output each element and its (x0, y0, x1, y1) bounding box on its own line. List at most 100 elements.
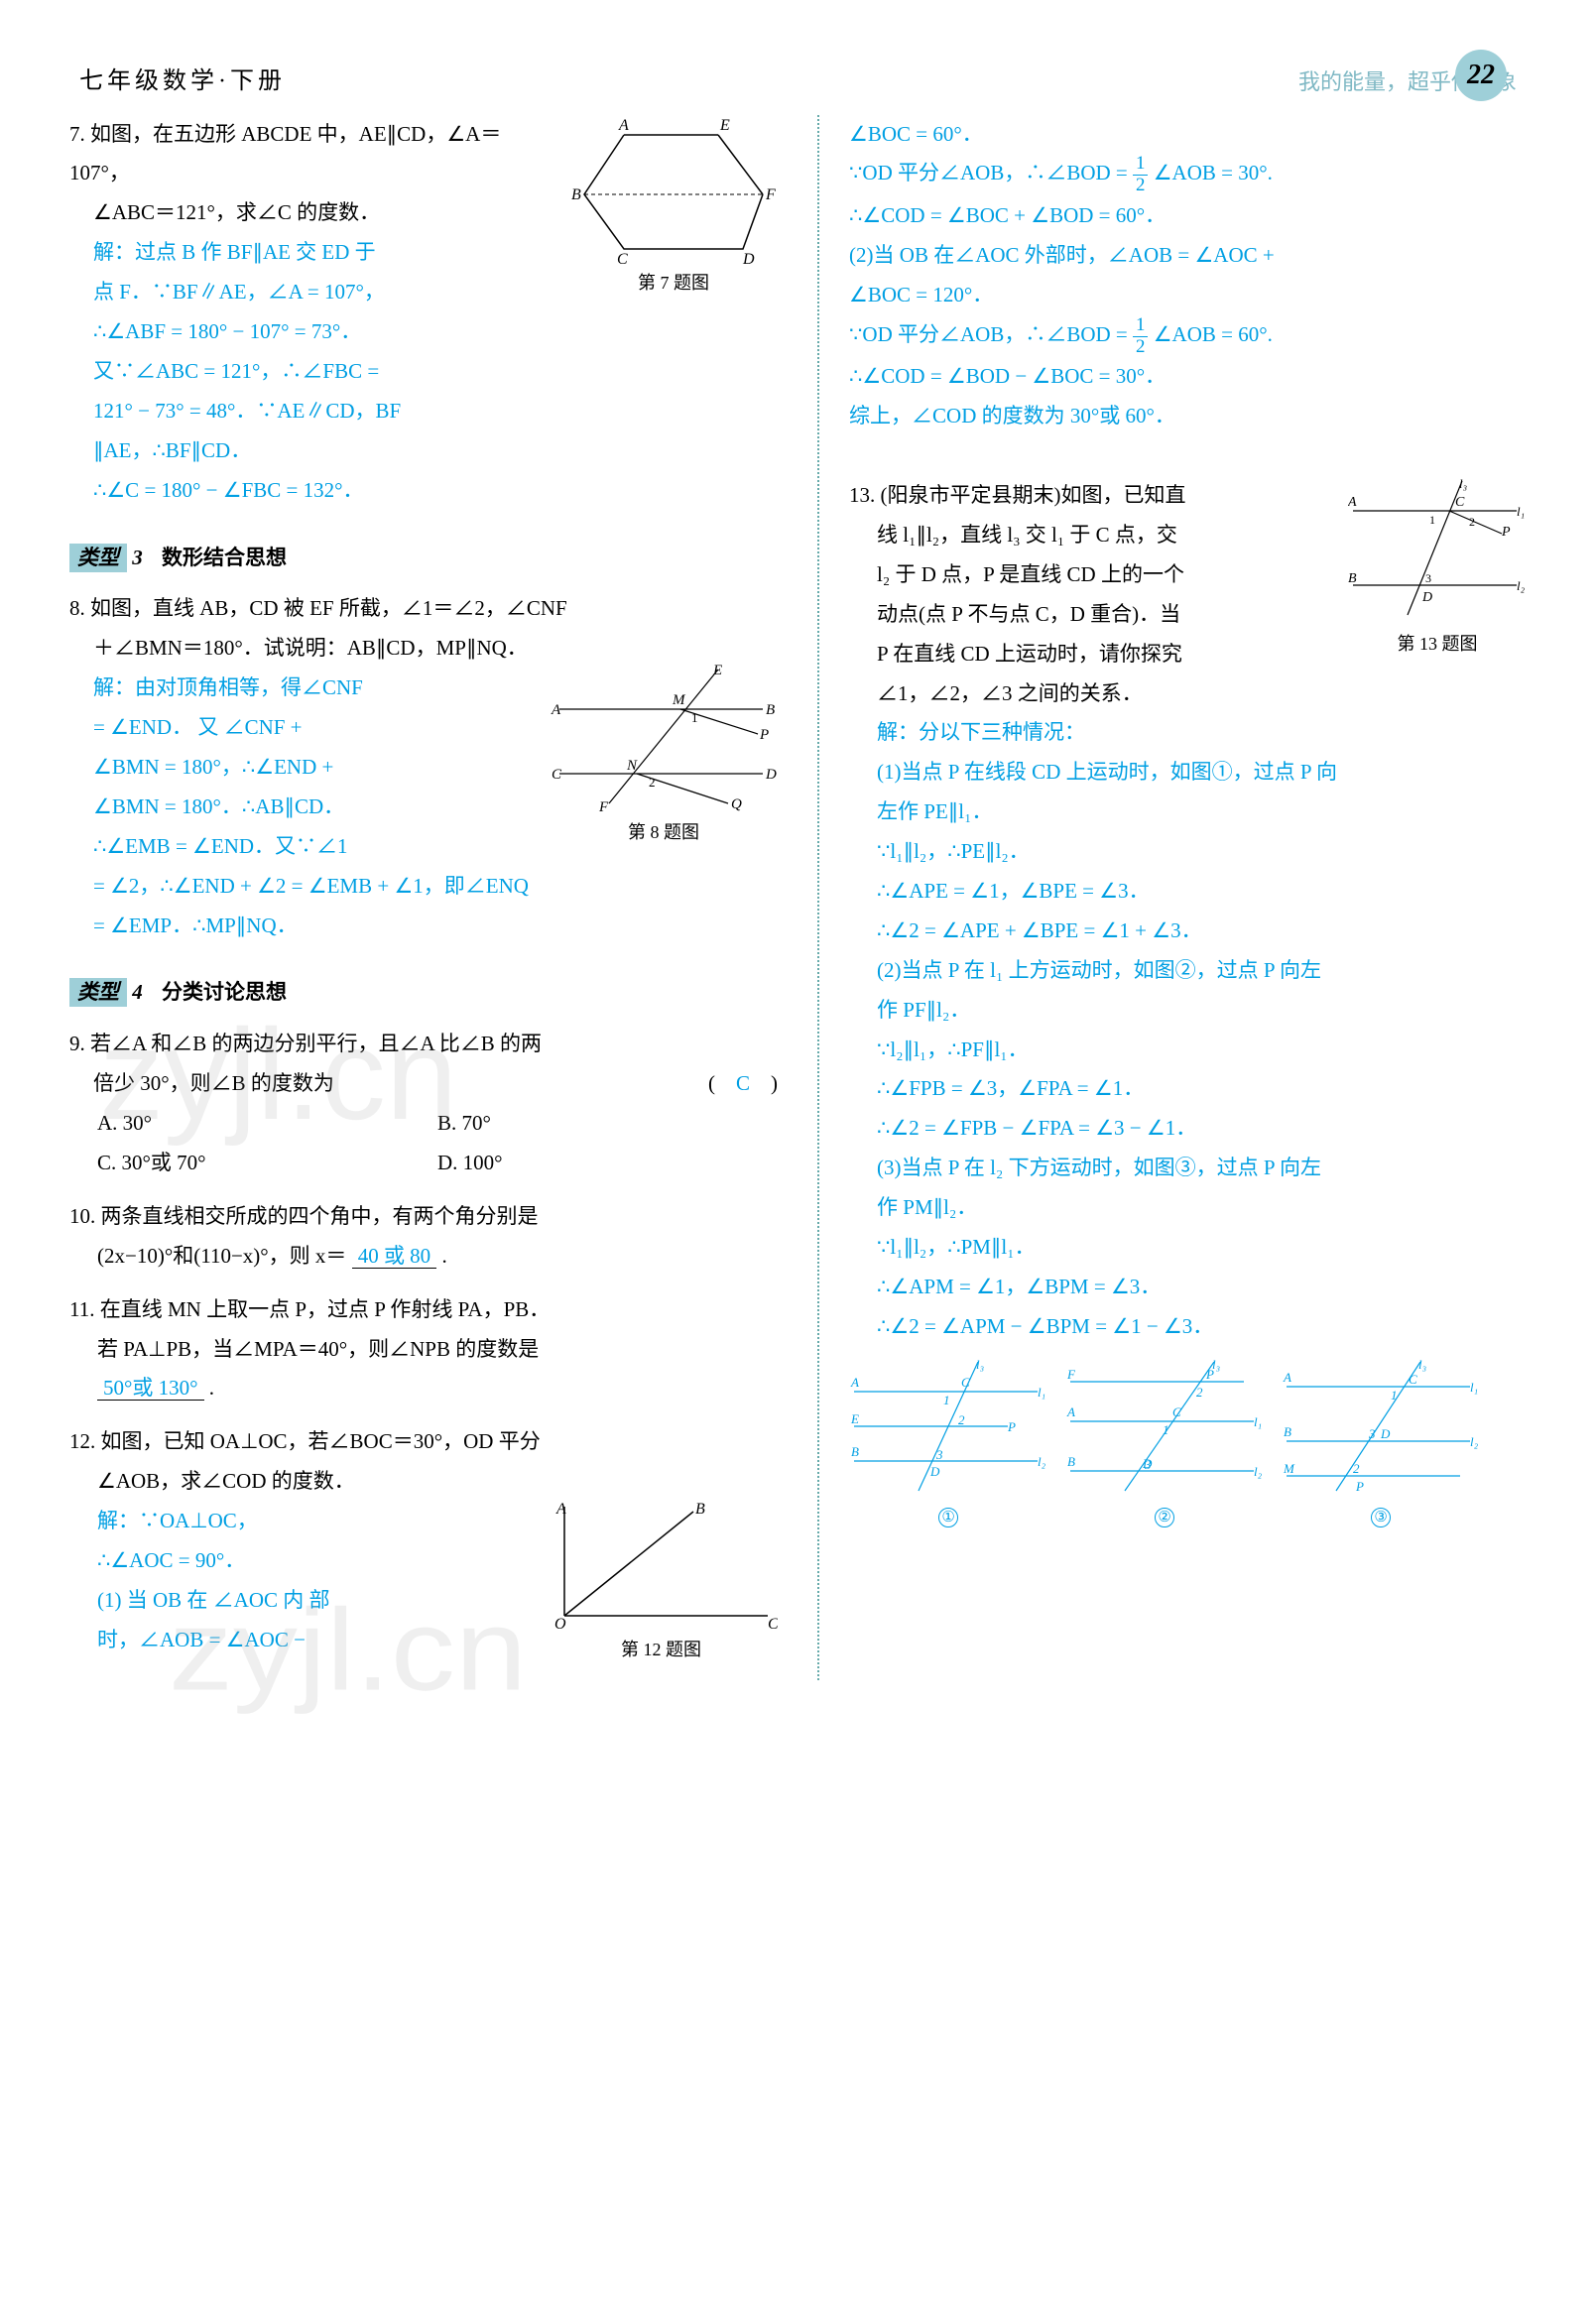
p13-ans-2: 左作 PE∥l₁． (877, 799, 992, 823)
problem-7: A E B F C D 第 7 题图 7. 如图，在五边形 ABCDE 中，AE… (69, 115, 778, 511)
p12-ans-0: 解：∵OA⊥OC， (97, 1509, 258, 1532)
p12-ans-2: (1) 当 OB 在 ∠AOC 内 部 (97, 1588, 330, 1612)
p13-ans-7: 作 PF∥l₂． (877, 998, 970, 1022)
p13-ans-14: ∴∠APM = ∠1，∠BPM = ∠3． (877, 1275, 1161, 1298)
svg-text:A: A (1348, 495, 1357, 510)
figure-12-caption: 第 12 题图 (545, 1633, 778, 1666)
svg-text:E: E (719, 117, 730, 134)
p11-fill: 50°或 130° (97, 1376, 204, 1401)
p7-q2: ∠ABC＝121°，求∠C 的度数． (93, 200, 380, 224)
p13-q4: 动点(点 P 不与点 C，D 重合)．当 (877, 602, 1180, 626)
svg-text:C: C (552, 767, 562, 783)
svg-text:F: F (765, 186, 776, 203)
figure-12: O C A B 第 12 题图 (545, 1502, 778, 1666)
p10-q2pre: (2x−10)°和(110−x)°，则 x＝ (97, 1244, 346, 1268)
p12r-frac1: 12 (1133, 154, 1148, 196)
problem-13: A B C D P l₁ l₂ l₃ 1 2 3 第 13 题图 13. (阳泉… (849, 476, 1527, 1534)
p8-ans-4: ∴∠EMB = ∠END．又∵∠1 (93, 834, 348, 858)
svg-text:A: A (1066, 1404, 1075, 1419)
p12r-6: ∴∠COD = ∠BOD − ∠BOC = 30°． (849, 364, 1166, 388)
p13-diag-2: AB CD FP l₁l₂ l₃ 123 ② (1065, 1357, 1264, 1535)
p12r-0: ∠BOC = 60°． (849, 122, 983, 146)
header-left: 七年级数学·下册 (79, 60, 286, 105)
section-4-num: 4 (132, 980, 143, 1004)
problem-9: 9. 若∠A 和∠B 的两边分别平行，且∠A 比∠B 的两 倍少 30°，则∠B… (69, 1025, 778, 1183)
svg-text:F: F (598, 799, 609, 813)
p7-q1: 如图，在五边形 ABCDE 中，AE∥CD，∠A＝107°， (69, 122, 501, 185)
section-4-tag: 类型 (69, 978, 127, 1007)
p13-ans-12: 作 PM∥l₂． (877, 1195, 977, 1219)
p13-num: 13. (849, 483, 875, 507)
svg-text:B: B (1067, 1454, 1075, 1469)
figure-7-caption: 第 7 题图 (569, 266, 778, 300)
p10-q1: 两条直线相交所成的四个角中，有两个角分别是 (101, 1204, 539, 1228)
svg-text:D: D (765, 767, 777, 783)
p9-opt-a: A. 30° (97, 1104, 437, 1144)
svg-text:C: C (1409, 1372, 1417, 1387)
section-4-header: 类型 4 分类讨论思想 (69, 973, 778, 1013)
p13-diagrams: AB CD EP l₁l₂ l₃ 123 ① (849, 1357, 1527, 1535)
p12r-7: 综上，∠COD 的度数为 30°或 60°． (849, 404, 1175, 427)
svg-text:l₂: l₂ (1038, 1454, 1046, 1469)
p11-q1: 在直线 MN 上取一点 P，过点 P 作射线 PA，PB． (100, 1297, 551, 1321)
p12r-frac1-tail: ∠AOB = 30°. (1154, 162, 1273, 185)
p7-num: 7. (69, 122, 85, 146)
p7-ans-1: 点 F．∵BF∥AE，∠A = 107°， (93, 280, 385, 304)
svg-text:3: 3 (1368, 1426, 1376, 1441)
p12-ans-1: ∴∠AOC = 90°． (97, 1548, 245, 1572)
section-3-num: 3 (132, 546, 143, 569)
p9-opt-b: B. 70° (437, 1104, 778, 1144)
svg-text:O: O (554, 1616, 566, 1631)
svg-text:P: P (1007, 1419, 1016, 1434)
svg-text:B: B (1284, 1424, 1291, 1439)
svg-text:l₁: l₁ (1038, 1385, 1045, 1400)
p11-q3: . (209, 1376, 214, 1400)
svg-text:2: 2 (958, 1412, 965, 1427)
svg-text:M: M (672, 692, 686, 708)
p8-ans-2: ∠BMN = 180°，∴∠END + (93, 755, 333, 779)
p12r-4: ∠BOC = 120°． (849, 283, 993, 306)
p7-ans-2: ∴∠ABF = 180° − 107° = 73°． (93, 319, 361, 343)
section-4-title: 分类讨论思想 (162, 981, 287, 1004)
p13-ans: 解：分以下三种情况： (1)当点 P 在线段 CD 上运动时，如图①，过点 P … (877, 713, 1527, 1346)
figure-7: A E B F C D 第 7 题图 (569, 115, 778, 300)
problem-8: 8. 如图，直线 AB，CD 被 EF 所截，∠1＝∠2，∠CNF ＋∠BMN＝… (69, 589, 778, 945)
p11-q2: 若 PA⊥PB，当∠MPA＝40°，则∠NPB 的度数是 (97, 1337, 539, 1361)
p13-q1: (阳泉市平定县期末)如图，已知直 (881, 483, 1186, 507)
svg-text:l₂: l₂ (1470, 1434, 1479, 1449)
figure-13: A B C D P l₁ l₂ l₃ 1 2 3 第 13 题图 (1348, 476, 1527, 661)
svg-text:1: 1 (691, 710, 698, 725)
p13-q6: ∠1，∠2，∠3 之间的关系． (877, 681, 1143, 705)
p13-ans-9: ∴∠FPB = ∠3，∠FPA = ∠1． (877, 1076, 1144, 1100)
figure-13-caption: 第 13 题图 (1348, 627, 1527, 661)
svg-text:Q: Q (731, 796, 742, 812)
svg-text:3: 3 (1425, 571, 1431, 585)
problem-12-continued: ∠BOC = 60°． ∵OD 平分∠AOB，∴∠BOD = 12 ∠AOB =… (849, 115, 1527, 437)
p9-num: 9. (69, 1032, 85, 1055)
svg-text:D: D (742, 251, 755, 264)
svg-text:l₁: l₁ (1517, 504, 1525, 519)
p13-ans-11: (3)当点 P 在 l₂ 下方运动时，如图③，过点 P 向左 (877, 1156, 1321, 1179)
problem-12: 12. 如图，已知 OA⊥OC，若∠BOC＝30°，OD 平分 ∠AOB，求∠C… (69, 1422, 778, 1666)
p8-num: 8. (69, 596, 85, 620)
svg-text:l₁: l₁ (1470, 1380, 1478, 1395)
svg-text:2: 2 (1196, 1385, 1203, 1400)
svg-text:l₃: l₃ (976, 1357, 984, 1372)
p10-q2post: . (441, 1244, 446, 1268)
p8-ans-5: = ∠2，∴∠END + ∠2 = ∠EMB + ∠1，即∠ENQ (93, 874, 529, 898)
svg-text:2: 2 (1353, 1461, 1360, 1476)
svg-text:E: E (850, 1411, 859, 1426)
page-number-badge: 22 (1455, 50, 1507, 101)
p12-q2: ∠AOB，求∠COD 的度数． (97, 1469, 355, 1493)
p8-ans-0: 解：由对顶角相等，得∠CNF (93, 675, 363, 699)
p7-ans-0: 解：过点 B 作 BF∥AE 交 ED 于 (93, 240, 376, 264)
p10-num: 10. (69, 1204, 95, 1228)
problem-10: 10. 两条直线相交所成的四个角中，有两个角分别是 (2x−10)°和(110−… (69, 1197, 778, 1277)
svg-text:2: 2 (1469, 515, 1475, 529)
svg-text:A: A (551, 702, 561, 718)
p10-fill: 40 或 80 (352, 1244, 437, 1269)
p13-diag-1: AB CD EP l₁l₂ l₃ 123 ① (849, 1357, 1047, 1535)
p12r-1: ∵OD 平分∠AOB，∴∠BOD = (849, 162, 1133, 185)
p13-q2: 线 l₁∥l₂，直线 l₃ 交 l₁ 于 C 点，交 (877, 523, 1177, 547)
p13-ans-4: ∴∠APE = ∠1，∠BPE = ∠3． (877, 879, 1150, 903)
